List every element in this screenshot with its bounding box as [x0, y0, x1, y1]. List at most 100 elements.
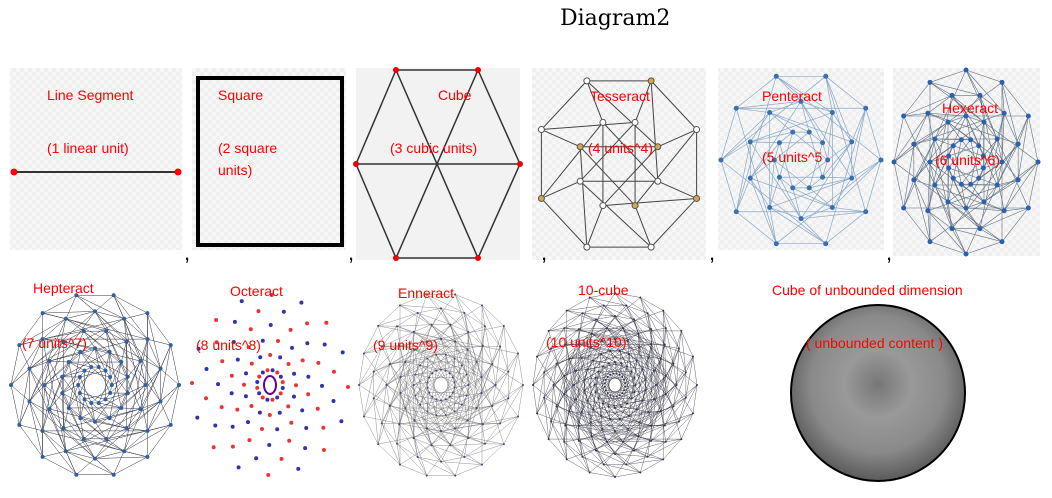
edge [947, 121, 962, 140]
vertex [773, 241, 779, 247]
vertex [536, 412, 539, 415]
vertex [259, 427, 264, 432]
edge [619, 374, 623, 394]
vertex [416, 311, 419, 314]
edge [440, 377, 453, 401]
vertex [214, 317, 219, 322]
edge [126, 408, 141, 429]
edge [638, 425, 652, 437]
vertex [299, 300, 304, 305]
edge [736, 211, 777, 244]
vertex [319, 383, 324, 388]
vertex [635, 359, 638, 362]
edge [440, 461, 483, 465]
edge [947, 178, 954, 202]
vertex [601, 402, 604, 405]
vertex [119, 405, 124, 410]
edge [736, 100, 802, 109]
vertex [601, 365, 604, 368]
vertex [641, 368, 644, 371]
edge [432, 387, 455, 397]
edge [600, 354, 616, 363]
edge [389, 392, 401, 407]
vertex [451, 376, 454, 379]
edge [602, 362, 609, 367]
edge [532, 356, 538, 386]
edge [602, 391, 635, 404]
edge [42, 330, 84, 340]
vertex [980, 153, 986, 159]
edge [595, 450, 627, 465]
edge [822, 112, 833, 143]
edge [543, 344, 566, 373]
edge [419, 365, 433, 374]
vertex [404, 407, 407, 409]
edge [825, 211, 866, 244]
edge [800, 141, 853, 219]
edge [492, 384, 496, 407]
edge [642, 399, 655, 401]
edge [42, 311, 96, 314]
edge [396, 312, 418, 444]
vertex [267, 442, 272, 447]
vertex [829, 110, 835, 116]
edge [624, 371, 632, 384]
edge [564, 327, 679, 349]
edge [865, 108, 882, 161]
edge [678, 413, 694, 422]
edge [607, 376, 611, 396]
edge [417, 456, 427, 476]
panel-name: Square [218, 87, 264, 103]
edge [774, 131, 810, 161]
edge [822, 159, 829, 178]
edge [396, 312, 418, 327]
vertex [901, 205, 907, 211]
edge [983, 184, 998, 203]
vertex [583, 378, 586, 381]
edge [532, 372, 545, 386]
vertex [609, 373, 612, 376]
edge [556, 375, 565, 407]
panel-name: Enneract [398, 285, 455, 301]
vertex [981, 119, 987, 125]
edge [80, 417, 96, 423]
edge [929, 69, 967, 83]
edge [94, 348, 99, 368]
vertex [483, 442, 486, 445]
panel-name: Octeract [230, 283, 283, 299]
edge [414, 392, 482, 421]
edge [517, 353, 524, 386]
edge [625, 384, 636, 387]
vertex [664, 375, 667, 378]
vertex [398, 423, 401, 426]
edge [397, 326, 509, 372]
vertex [672, 362, 675, 365]
edge [113, 295, 148, 314]
edge [440, 428, 456, 432]
vertex [448, 395, 451, 398]
edge [455, 294, 486, 327]
edge [773, 142, 780, 161]
edge [564, 421, 679, 443]
edge [400, 349, 468, 378]
vertex [305, 341, 310, 346]
edge [452, 365, 463, 378]
vertex [124, 339, 129, 344]
panel-name: Penteract [762, 88, 822, 104]
panel-content: (5 units^5 [762, 149, 823, 165]
vertex [502, 324, 505, 327]
edge [420, 365, 467, 375]
vertex [89, 365, 94, 370]
edge [140, 384, 146, 410]
edge [579, 180, 652, 248]
edge [477, 163, 521, 259]
edge [792, 131, 828, 161]
edge [678, 397, 687, 422]
edge [413, 331, 428, 342]
edge [464, 312, 469, 332]
vertex [949, 92, 955, 98]
edge [614, 292, 627, 306]
edge [123, 318, 127, 342]
vertex [806, 129, 812, 135]
edge [19, 318, 66, 346]
